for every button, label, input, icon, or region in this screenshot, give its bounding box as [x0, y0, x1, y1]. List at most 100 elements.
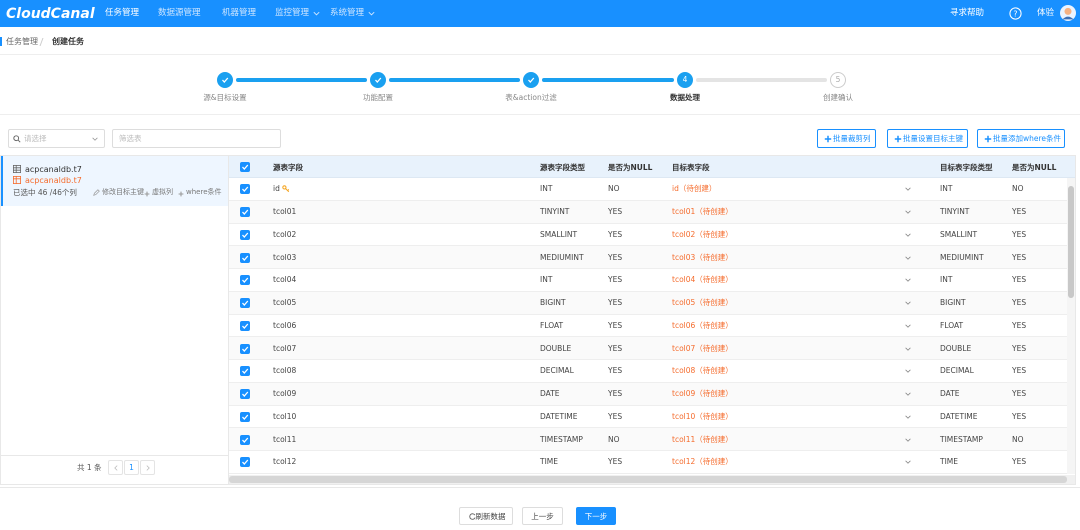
prev-page[interactable]	[108, 460, 123, 475]
row-checkbox[interactable]	[240, 320, 250, 331]
target-field[interactable]: tcol10（待创建）	[672, 411, 733, 421]
target-type: SMALLINT	[940, 229, 978, 239]
batch-button[interactable]: 批量添加where条件	[977, 129, 1065, 148]
target-nullable: YES	[1012, 229, 1027, 239]
source-field: tcol04	[273, 275, 297, 285]
vertical-scrollbar-thumb[interactable]	[1068, 186, 1074, 298]
table-row	[229, 223, 1067, 247]
check-mark	[240, 366, 250, 376]
prev-step-button[interactable]: 上一步	[522, 507, 563, 525]
target-field-dropdown-svg	[905, 438, 911, 442]
source-type: TIME	[540, 457, 559, 467]
check-mark-svg	[242, 323, 249, 329]
refresh-button[interactable]: 刷新数据	[459, 507, 513, 525]
target-field-dropdown	[904, 345, 912, 353]
source-type: DOUBLE	[540, 343, 572, 353]
check-mark-svg	[242, 186, 249, 193]
left-panel-divider	[228, 155, 229, 485]
svg-text:?: ?	[1013, 9, 1017, 18]
step-connector	[236, 78, 367, 82]
edit-icon-svg	[93, 189, 100, 196]
column-header: 目标表字段类型	[940, 163, 993, 172]
source-nullable: YES	[608, 457, 623, 467]
nav-menu-item[interactable]: 任务管理	[105, 8, 140, 18]
row-checkbox[interactable]	[240, 298, 250, 309]
check-mark	[240, 457, 250, 467]
table-list-item[interactable]: acpcanaldb.t7 acpcanaldb.t7 已选中 46 /46个列 修改…	[1, 156, 228, 206]
source-type: FLOAT	[540, 320, 564, 330]
batch-button-label: 批量添加where条件	[993, 134, 1062, 143]
target-field-dropdown	[904, 413, 912, 421]
row-checkbox[interactable]	[240, 343, 250, 354]
target-field[interactable]: tcol03（待创建）	[672, 252, 733, 262]
row-checkbox[interactable]	[240, 389, 250, 400]
target-field[interactable]: tcol02（待创建）	[672, 229, 733, 239]
next-step-button[interactable]: 下一步	[576, 507, 616, 525]
target-field[interactable]: tcol09（待创建）	[672, 389, 733, 399]
plus-icon	[144, 190, 150, 197]
source-type: MEDIUMINT	[540, 252, 584, 262]
target-type: TIMESTAMP	[940, 434, 983, 444]
nav-menu-item[interactable]: 监控管理	[275, 8, 310, 18]
plus-icon	[178, 190, 184, 197]
nav-menu-item[interactable]: 系统管理	[330, 8, 365, 18]
horizontal-scrollbar-thumb[interactable]	[229, 476, 1067, 483]
steps-area	[0, 55, 1080, 115]
row-checkbox[interactable]	[240, 229, 250, 240]
next-page[interactable]	[140, 460, 155, 475]
row-checkbox[interactable]	[240, 411, 250, 422]
row-checkbox[interactable]	[240, 366, 250, 377]
row-checkbox[interactable]	[240, 434, 250, 445]
row-checkbox[interactable]	[240, 252, 250, 263]
target-nullable: NO	[1012, 434, 1024, 444]
target-field-dropdown-svg	[905, 392, 911, 396]
plus-icon-svg	[824, 135, 832, 143]
target-type: INT	[940, 184, 953, 194]
step-circle	[523, 72, 539, 88]
batch-button[interactable]: 批量裁剪列	[817, 129, 876, 148]
source-select[interactable]: 请选择	[8, 129, 105, 148]
next-page-icon	[144, 464, 152, 472]
target-field[interactable]: tcol05（待创建）	[672, 298, 733, 308]
target-field[interactable]: id（待创建）	[672, 184, 717, 194]
target-field[interactable]: tcol06（待创建）	[672, 320, 733, 330]
source-type: INT	[540, 184, 553, 194]
target-nullable: YES	[1012, 457, 1027, 467]
table-icon	[13, 165, 21, 173]
row-checkbox[interactable]	[240, 457, 250, 468]
source-type: INT	[540, 275, 553, 285]
nav-dropdown-icon-svg	[313, 11, 320, 16]
table-filter-input[interactable]: 筛选表	[112, 129, 281, 148]
check-mark	[240, 321, 250, 331]
check-mark	[240, 412, 250, 422]
target-field[interactable]: tcol04（待创建）	[672, 275, 733, 285]
row-checkbox[interactable]	[240, 275, 250, 286]
plus-icon	[984, 135, 992, 143]
source-field: tcol09	[273, 389, 297, 399]
nav-menu-item[interactable]: 数据源管理	[158, 8, 201, 18]
breadcrumb-item[interactable]: 任务管理	[6, 37, 38, 46]
row-checkbox[interactable]	[240, 207, 250, 218]
nav-menu-item[interactable]: 机器管理	[222, 8, 257, 18]
target-field[interactable]: tcol08（待创建）	[672, 366, 733, 376]
step-number: 4	[682, 75, 688, 84]
target-field[interactable]: tcol07（待创建）	[672, 343, 733, 353]
refresh-icon-svg	[469, 513, 476, 520]
panel-action[interactable]: where条件	[186, 188, 222, 196]
panel-action[interactable]: 修改目标主键	[102, 188, 144, 196]
source-type: TIMESTAMP	[540, 434, 583, 444]
row-checkbox[interactable]	[240, 184, 250, 195]
target-field[interactable]: tcol01（待创建）	[672, 207, 733, 217]
panel-action[interactable]: 虚拟列	[152, 188, 173, 196]
batch-button[interactable]: 批量设置目标主键	[887, 129, 968, 148]
target-field[interactable]: tcol11（待创建）	[672, 434, 733, 444]
source-field: tcol10	[273, 411, 297, 421]
target-field-dropdown-svg	[905, 233, 911, 237]
select-all-checkbox[interactable]	[240, 162, 250, 172]
current-page[interactable]: 1	[124, 460, 139, 475]
target-field[interactable]: tcol12（待创建）	[672, 457, 733, 467]
help-link[interactable]: 寻求帮助	[950, 8, 985, 18]
user-name[interactable]: 体验	[1037, 8, 1055, 18]
target-nullable: YES	[1012, 411, 1027, 421]
table-header	[229, 156, 1075, 178]
